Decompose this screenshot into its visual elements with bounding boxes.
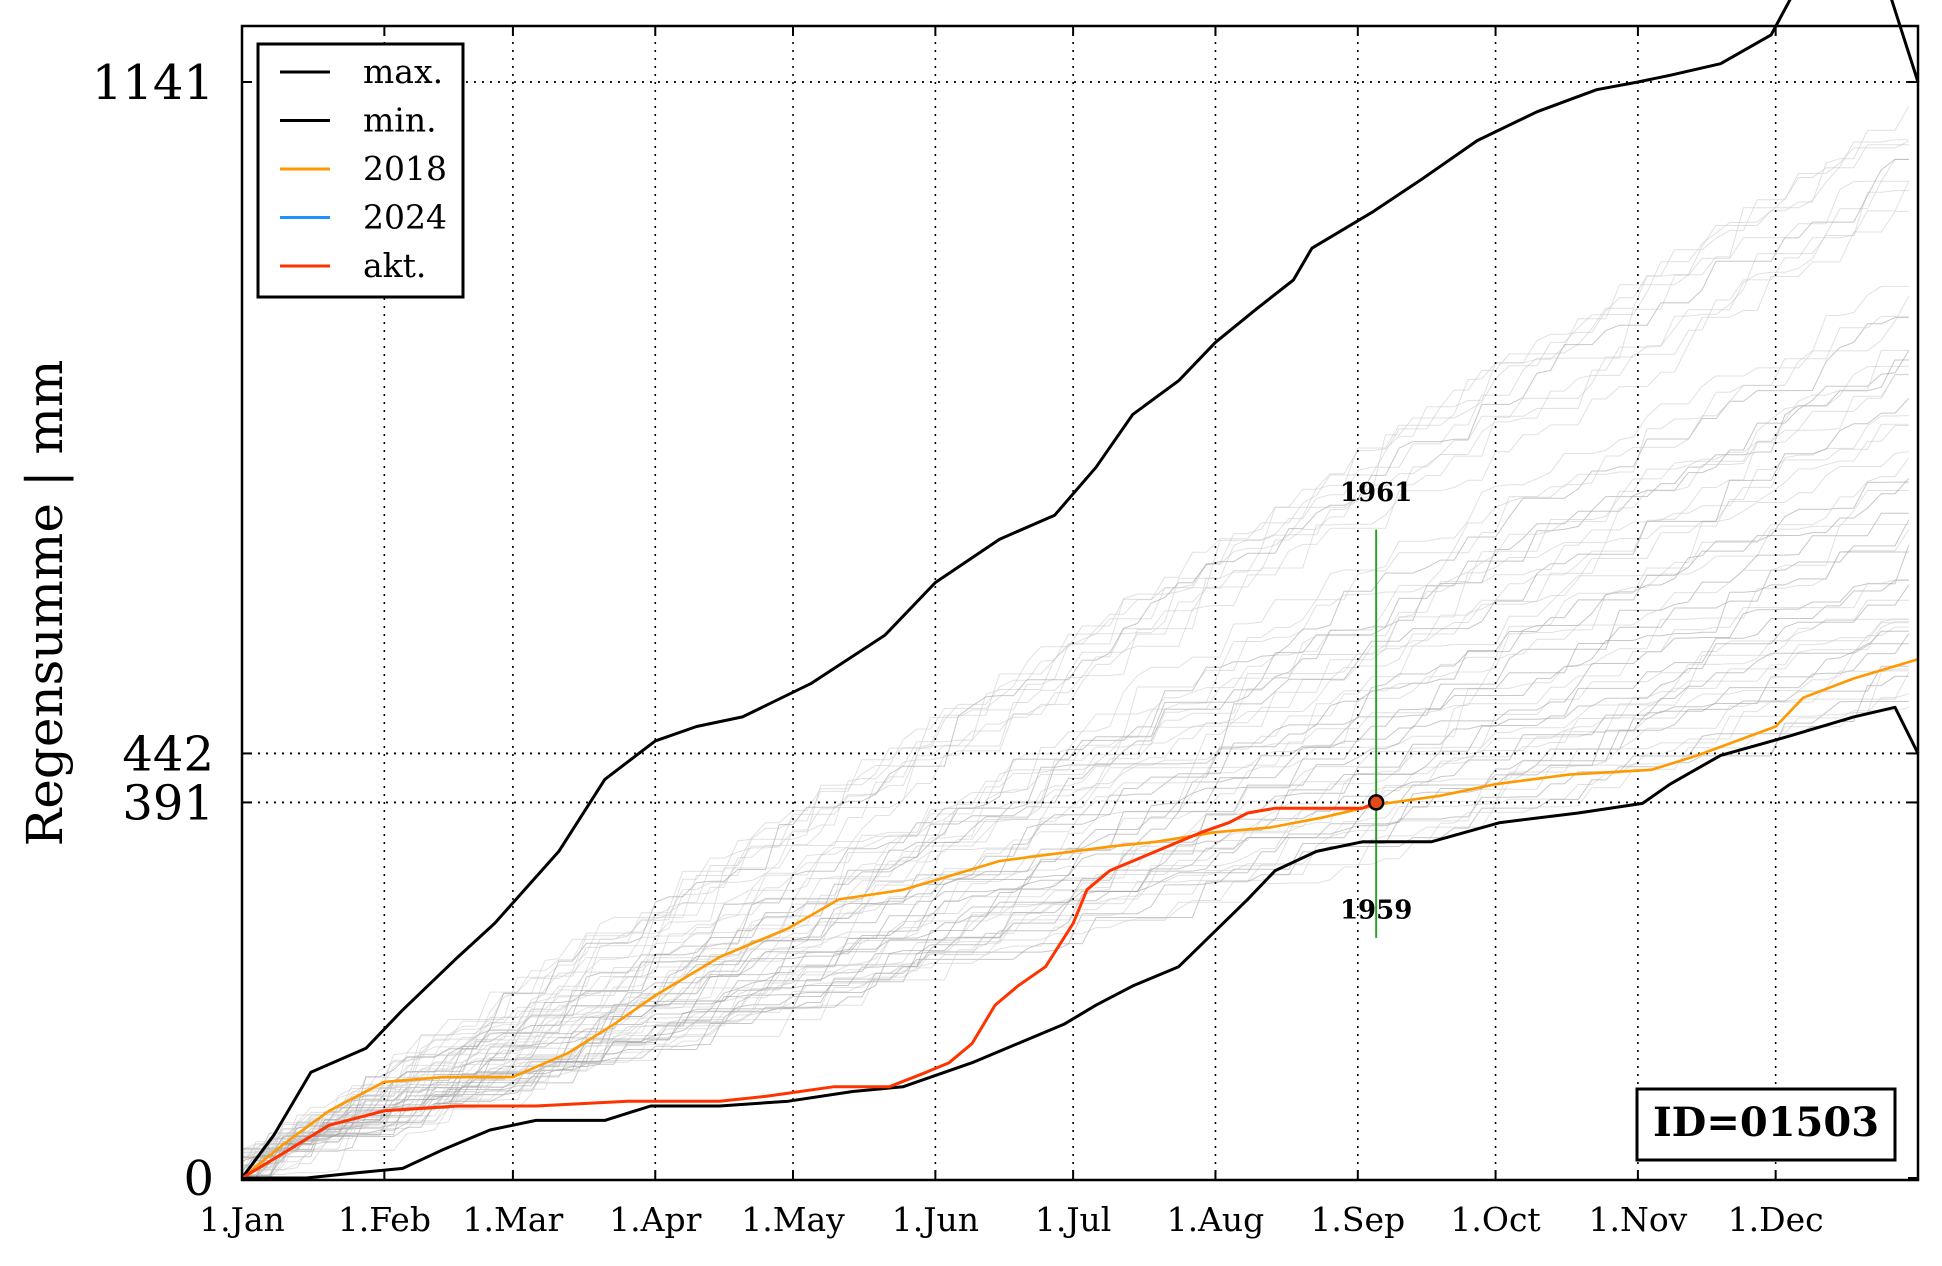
history-line xyxy=(242,701,1909,1167)
history-line xyxy=(241,415,1909,1179)
year-annotation: 1959 xyxy=(1340,896,1412,926)
history-line xyxy=(242,315,1909,1166)
x-tick-label: 1.Jul xyxy=(1035,1200,1112,1239)
series-line-2018 xyxy=(241,658,1919,1180)
legend-label: 2018 xyxy=(363,149,447,188)
history-line xyxy=(241,365,1909,1165)
x-tick-label: 1.Dec xyxy=(1728,1200,1824,1239)
history-line xyxy=(241,285,1909,1179)
y-tick-label: 1141 xyxy=(92,55,214,111)
x-tick-label: 1.Jan xyxy=(199,1200,285,1239)
legend-label: 2024 xyxy=(363,198,447,237)
x-tick-label: 1.Aug xyxy=(1167,1200,1265,1239)
history-line xyxy=(242,579,1909,1151)
history-line xyxy=(242,626,1909,1171)
current-value-point xyxy=(1367,794,1385,811)
history-line xyxy=(241,350,1910,1179)
history-line xyxy=(242,519,1910,1179)
history-line xyxy=(242,180,1910,1175)
history-line xyxy=(241,317,1909,1179)
history-line xyxy=(242,423,1909,1179)
history-line xyxy=(241,374,1909,1179)
history-line xyxy=(241,451,1909,1176)
legend-label: akt. xyxy=(363,246,426,285)
history-line xyxy=(242,665,1909,1159)
x-tick-label: 1.Nov xyxy=(1588,1200,1687,1239)
history-line xyxy=(242,373,1909,1149)
station-id-text: ID=01503 xyxy=(1653,1099,1879,1146)
history-line xyxy=(242,618,1909,1179)
history-line xyxy=(242,349,1909,1155)
history-line xyxy=(241,670,1909,1179)
x-tick-label: 1.Mar xyxy=(463,1200,564,1239)
x-tick-label: 1.Sep xyxy=(1310,1200,1405,1239)
history-line xyxy=(242,529,1910,1179)
history-line xyxy=(241,211,1909,1179)
year-annotations: 1961 1959 xyxy=(1340,478,1412,926)
axis-ticks: 1.Jan 1.Feb 1.Mar 1.Apr 1.May 1.Jun 1.Jul 1.Aug… xyxy=(92,26,1918,1239)
year-annotation: 1961 xyxy=(1340,478,1412,508)
history-line xyxy=(241,621,1909,1151)
history-line xyxy=(241,490,1909,1179)
history-line xyxy=(242,618,1909,1149)
history-line xyxy=(242,158,1909,1179)
history-line xyxy=(242,478,1910,1176)
x-tick-label: 1.May xyxy=(741,1200,845,1239)
history-line xyxy=(242,190,1909,1167)
legend-label: min. xyxy=(363,101,437,140)
x-tick-label: 1.Apr xyxy=(609,1200,701,1239)
series-line-min xyxy=(242,705,1920,1180)
history-line xyxy=(242,139,1909,1179)
legend-label: max. xyxy=(363,52,443,91)
history-line xyxy=(242,524,1909,1158)
series-lines xyxy=(240,0,1920,1180)
y-tick-label: 391 xyxy=(122,775,214,831)
history-line xyxy=(241,158,1909,1162)
reference-lines xyxy=(242,81,1918,938)
history-line xyxy=(241,398,1910,1172)
y-tick-label: 442 xyxy=(122,726,214,782)
y-tick-label: 0 xyxy=(183,1151,214,1207)
history-line xyxy=(242,359,1909,1179)
history-line xyxy=(242,180,1909,1153)
station-id-box: ID=01503 xyxy=(1635,1087,1897,1162)
history-line xyxy=(242,633,1910,1176)
plot-frame xyxy=(240,24,1920,1182)
history-line xyxy=(241,584,1910,1179)
legend: max. min. 2018 2024 akt. xyxy=(256,42,465,299)
history-line xyxy=(241,295,1910,1175)
history-line xyxy=(242,579,1909,1176)
x-tick-label: 1.Feb xyxy=(338,1200,431,1239)
gridlines xyxy=(383,26,1777,1180)
history-line xyxy=(241,457,1910,1179)
history-line xyxy=(241,512,1909,1179)
history-line xyxy=(242,140,1910,1169)
y-axis-label: Regensumme | mm xyxy=(16,360,74,847)
history-line xyxy=(241,106,1910,1158)
history-line xyxy=(242,144,1909,1153)
x-tick-label: 1.Oct xyxy=(1450,1200,1540,1239)
x-tick-label: 1.Jun xyxy=(892,1200,979,1239)
historical-years-lines xyxy=(241,106,1910,1179)
series-line-akt xyxy=(241,801,1377,1180)
series-line-max xyxy=(240,0,1920,1179)
